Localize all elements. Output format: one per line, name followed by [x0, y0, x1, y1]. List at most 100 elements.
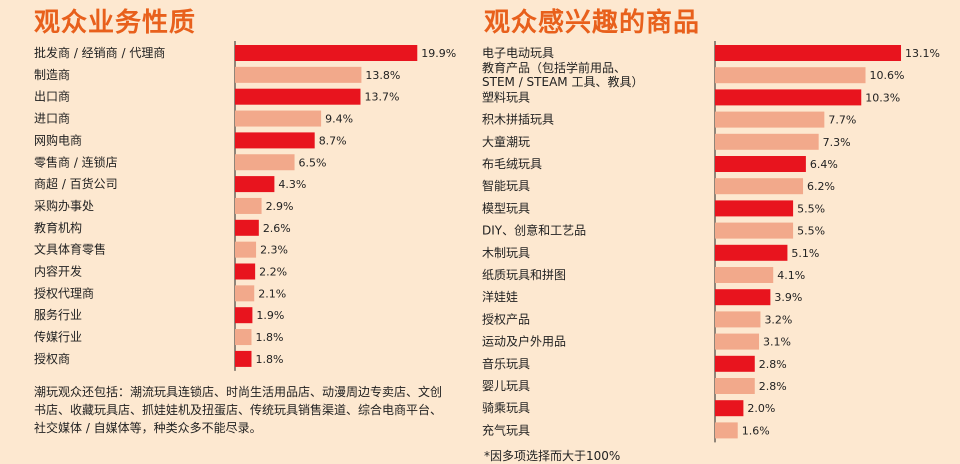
bar-4 — [235, 132, 315, 149]
category-label-1-line-0: 教育产品（包括学前用品、 — [482, 60, 626, 75]
category-label-13: 传媒行业 — [34, 329, 82, 344]
bar-10 — [235, 263, 256, 280]
bar-1 — [235, 66, 362, 83]
bar-12 — [715, 311, 761, 328]
category-label-11: 洋娃娃 — [482, 289, 518, 304]
value-label-3: 9.4% — [325, 113, 353, 126]
value-label-0: 19.9% — [421, 47, 456, 60]
category-label-4: 网购电商 — [34, 132, 82, 147]
value-label-4: 8.7% — [319, 134, 347, 147]
bar-6 — [715, 178, 804, 195]
category-label-9: 木制玩具 — [482, 246, 530, 260]
category-label-6: 商超 / 百货公司 — [34, 176, 118, 191]
category-label-3: 进口商 — [34, 111, 70, 126]
left-panel: 观众业务性质 19.9% 批发商 / 经销商 / 代理商 13.8% 制造商 13.7%… — [0, 0, 470, 464]
value-label-8: 5.5% — [797, 225, 825, 238]
bar-5 — [715, 156, 806, 172]
bar-8 — [715, 222, 794, 239]
value-label-5: 6.5% — [299, 156, 327, 169]
bar-0 — [715, 45, 902, 61]
value-label-6: 4.3% — [278, 178, 306, 191]
value-label-10: 2.2% — [259, 266, 287, 279]
bar-17 — [715, 422, 738, 439]
value-label-11: 2.1% — [258, 287, 286, 300]
value-label-12: 3.2% — [764, 313, 792, 326]
value-label-15: 2.8% — [759, 380, 787, 393]
bar-9 — [715, 244, 788, 261]
bar-9 — [235, 241, 257, 258]
category-label-2: 塑料玩具 — [482, 89, 530, 104]
bar-2 — [715, 89, 862, 106]
right-chart-title: 观众感兴趣的商品 — [484, 8, 701, 38]
bar-2 — [235, 88, 361, 105]
left-bar-chart: 19.9% 批发商 / 经销商 / 代理商 13.8% 制造商 13.7% 出口商 9.4%… — [34, 41, 456, 371]
category-label-17: 充气玩具 — [482, 422, 530, 437]
right-footnote: *因多项选择而大于100% — [484, 449, 621, 463]
category-label-16: 骑乘玩具 — [482, 401, 530, 415]
bar-13 — [715, 333, 760, 350]
value-label-12: 1.9% — [256, 309, 284, 322]
value-label-13: 1.8% — [255, 331, 283, 344]
category-label-15: 婴儿玩具 — [482, 379, 530, 393]
category-label-1-line-1: STEM / STEAM 工具、教具） — [482, 74, 643, 89]
value-label-13: 3.1% — [763, 336, 791, 349]
category-label-11: 授权代理商 — [34, 285, 94, 300]
value-label-16: 2.0% — [747, 402, 775, 415]
bar-1 — [715, 67, 866, 84]
bar-15 — [715, 378, 755, 394]
category-label-3: 积木拼插玩具 — [482, 113, 554, 127]
bar-8 — [235, 219, 259, 236]
value-label-7: 5.5% — [797, 202, 825, 215]
value-label-5: 6.4% — [810, 158, 838, 171]
value-label-2: 10.3% — [865, 91, 900, 104]
category-label-8: DIY、创意和工艺品 — [482, 223, 586, 238]
category-label-14: 授权商 — [34, 351, 70, 366]
category-label-12: 服务行业 — [34, 307, 82, 322]
value-label-6: 6.2% — [807, 180, 835, 193]
category-label-10: 内容开发 — [34, 264, 82, 279]
bar-13 — [235, 329, 252, 346]
category-label-12: 授权产品 — [482, 311, 530, 326]
value-label-7: 2.9% — [266, 200, 294, 213]
category-label-4: 大童潮玩 — [482, 134, 530, 149]
bar-7 — [235, 197, 262, 214]
category-label-9: 文具体育零售 — [34, 242, 106, 257]
bar-16 — [715, 400, 744, 417]
category-label-10: 纸质玩具和拼图 — [482, 268, 566, 282]
bar-5 — [235, 154, 295, 171]
value-label-9: 2.3% — [260, 244, 288, 257]
value-label-14: 1.8% — [255, 353, 283, 366]
value-label-1: 10.6% — [870, 69, 905, 82]
value-label-17: 1.6% — [742, 424, 770, 437]
bar-11 — [235, 285, 255, 302]
category-label-0: 电子电动玩具 — [482, 46, 554, 60]
bar-10 — [715, 267, 774, 283]
value-label-3: 7.7% — [828, 114, 856, 127]
value-label-9: 5.1% — [791, 247, 819, 260]
bar-7 — [715, 200, 794, 217]
category-label-5: 布毛绒玩具 — [482, 157, 542, 171]
bar-4 — [715, 133, 819, 150]
category-label-6: 智能玩具 — [482, 178, 530, 193]
left-chart-title: 观众业务性质 — [34, 8, 197, 38]
category-label-5: 零售商 / 连锁店 — [34, 154, 118, 169]
category-label-0: 批发商 / 经销商 / 代理商 — [34, 45, 165, 60]
value-label-1: 13.8% — [365, 69, 400, 82]
category-label-2: 出口商 — [34, 89, 70, 104]
value-label-8: 2.6% — [263, 222, 291, 235]
category-label-8: 教育机构 — [34, 220, 82, 235]
category-label-7: 模型玩具 — [482, 201, 530, 215]
right-panel: 观众感兴趣的商品 13.1% 电子电动玩具 10.6% 教育产品（包括学前用品、 STE… — [478, 0, 960, 464]
value-label-10: 4.1% — [777, 269, 805, 282]
value-label-2: 13.7% — [364, 91, 399, 104]
value-label-0: 13.1% — [905, 47, 940, 60]
value-label-14: 2.8% — [759, 358, 787, 371]
left-footnote: 潮玩观众还包括：潮流玩具连锁店、时尚生活用品店、动漫周边专卖店、文创书店、收藏玩… — [34, 385, 443, 435]
category-label-13: 运动及户外用品 — [482, 334, 566, 349]
bar-11 — [715, 289, 771, 306]
bar-3 — [235, 110, 322, 127]
category-label-7: 采购办事处 — [34, 198, 94, 213]
value-label-11: 3.9% — [774, 291, 802, 304]
bar-14 — [235, 350, 252, 367]
bar-6 — [235, 176, 275, 193]
